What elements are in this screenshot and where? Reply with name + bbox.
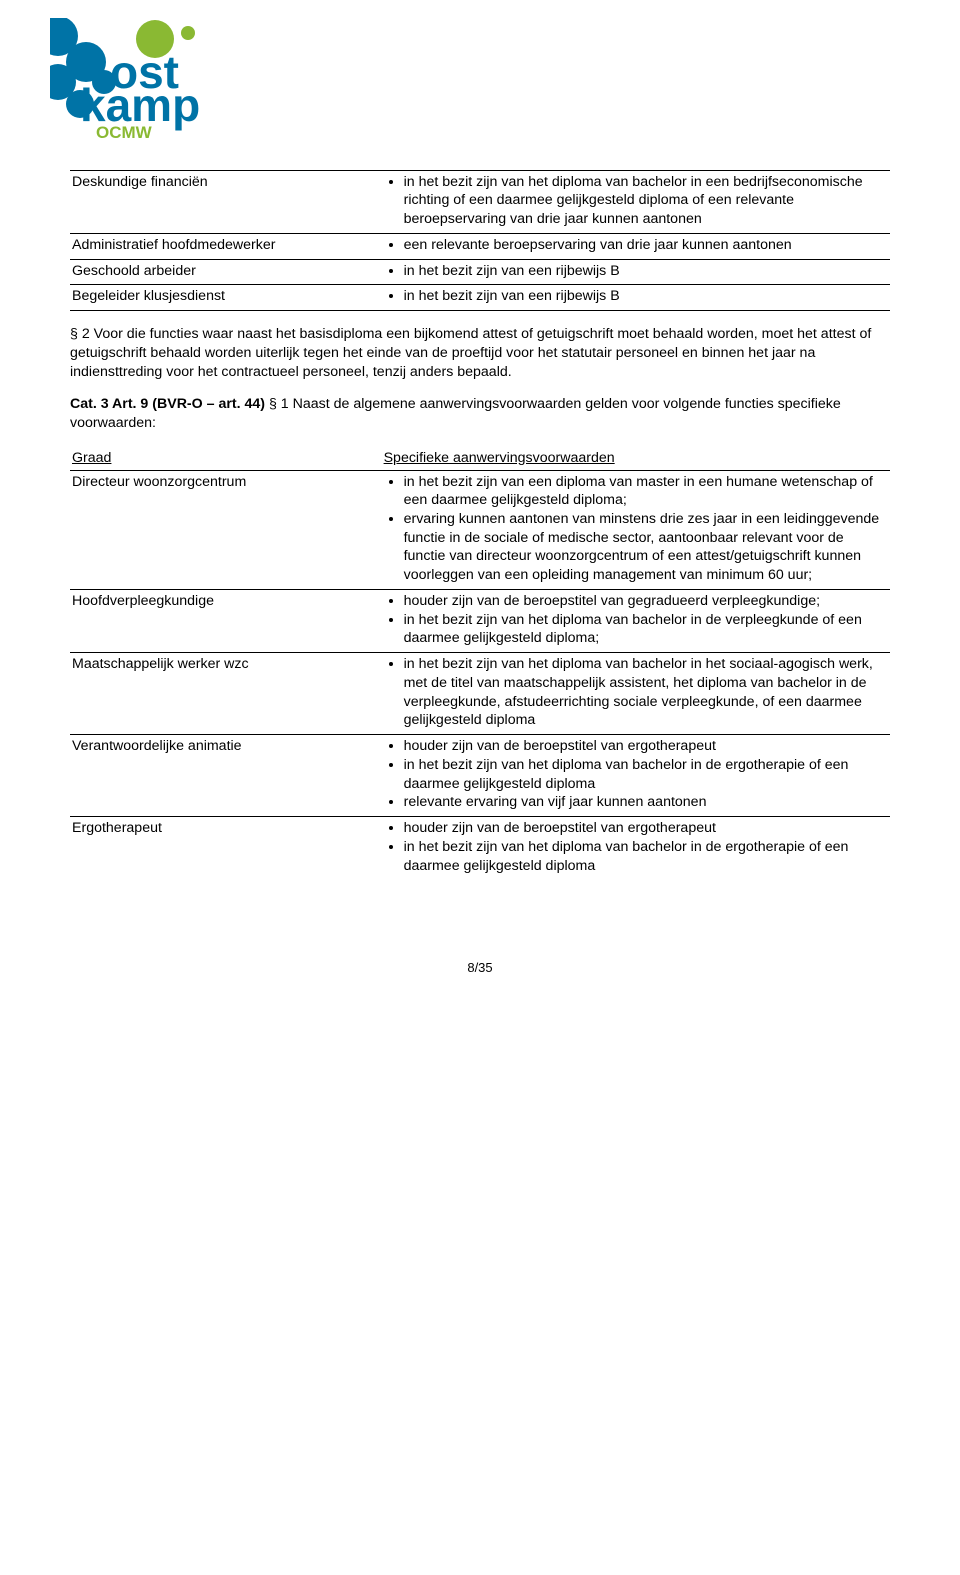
requirement-item: ervaring kunnen aantonen van minstens dr… xyxy=(404,510,884,585)
para-s2: § 2 Voor die functies waar naast het bas… xyxy=(70,325,890,381)
table-row-requirements: houder zijn van de beroepstitel van gegr… xyxy=(382,589,890,652)
requirement-item: houder zijn van de beroepstitel van ergo… xyxy=(404,819,884,838)
table-row-requirements: in het bezit zijn van het diploma van ba… xyxy=(382,170,890,233)
requirement-item: een relevante beroepservaring van drie j… xyxy=(404,236,884,255)
table-row-label: Hoofdverpleegkundige xyxy=(70,589,382,652)
table-requirements-2: Graad Specifieke aanwervingsvoorwaarden … xyxy=(70,447,890,879)
table-row-label: Administratief hoofdmedewerker xyxy=(70,233,382,259)
table-row-requirements: in het bezit zijn van een diploma van ma… xyxy=(382,470,890,589)
table-row-label: Deskundige financiën xyxy=(70,170,382,233)
table2-header-left: Graad xyxy=(72,450,111,466)
table-row-label: Directeur woonzorgcentrum xyxy=(70,470,382,589)
table-row-requirements: houder zijn van de beroepstitel van ergo… xyxy=(382,817,890,880)
page-number: 8/35 xyxy=(70,959,890,976)
logo: ost kamp OCMW xyxy=(50,18,890,144)
requirement-item: in het bezit zijn van een rijbewijs B xyxy=(404,262,884,281)
requirement-item: in het bezit zijn van een rijbewijs B xyxy=(404,287,884,306)
table-row-requirements: houder zijn van de beroepstitel van ergo… xyxy=(382,735,890,817)
table2-header-right: Specifieke aanwervingsvoorwaarden xyxy=(384,450,615,466)
requirement-item: in het bezit zijn van een diploma van ma… xyxy=(404,473,884,510)
svg-text:OCMW: OCMW xyxy=(96,123,153,138)
table-row-label: Maatschappelijk werker wzc xyxy=(70,653,382,735)
requirement-item: in het bezit zijn van het diploma van ba… xyxy=(404,173,884,229)
table-requirements-1: Deskundige financiën in het bezit zijn va… xyxy=(70,170,890,311)
requirement-item: in het bezit zijn van het diploma van ba… xyxy=(404,611,884,648)
requirement-item: houder zijn van de beroepstitel van ergo… xyxy=(404,737,884,756)
requirement-item: in het bezit zijn van het diploma van ba… xyxy=(404,756,884,793)
table-row-label: Begeleider klusjesdienst xyxy=(70,285,382,311)
para-cat3: Cat. 3 Art. 9 (BVR-O – art. 44) § 1 Naas… xyxy=(70,395,890,432)
table-row-label: Verantwoordelijke animatie xyxy=(70,735,382,817)
table-row-label: Geschoold arbeider xyxy=(70,259,382,285)
requirement-item: in het bezit zijn van het diploma van ba… xyxy=(404,838,884,875)
table-row-requirements: een relevante beroepservaring van drie j… xyxy=(382,233,890,259)
table-row-requirements: in het bezit zijn van het diploma van ba… xyxy=(382,653,890,735)
para-cat3-bold: Cat. 3 Art. 9 (BVR-O – art. 44) xyxy=(70,396,265,412)
table-row-requirements: in het bezit zijn van een rijbewijs B xyxy=(382,285,890,311)
requirement-item: houder zijn van de beroepstitel van gegr… xyxy=(404,592,884,611)
requirement-item: relevante ervaring van vijf jaar kunnen … xyxy=(404,793,884,812)
table-row-label: Ergotherapeut xyxy=(70,817,382,880)
table-row-requirements: in het bezit zijn van een rijbewijs B xyxy=(382,259,890,285)
requirement-item: in het bezit zijn van het diploma van ba… xyxy=(404,655,884,730)
